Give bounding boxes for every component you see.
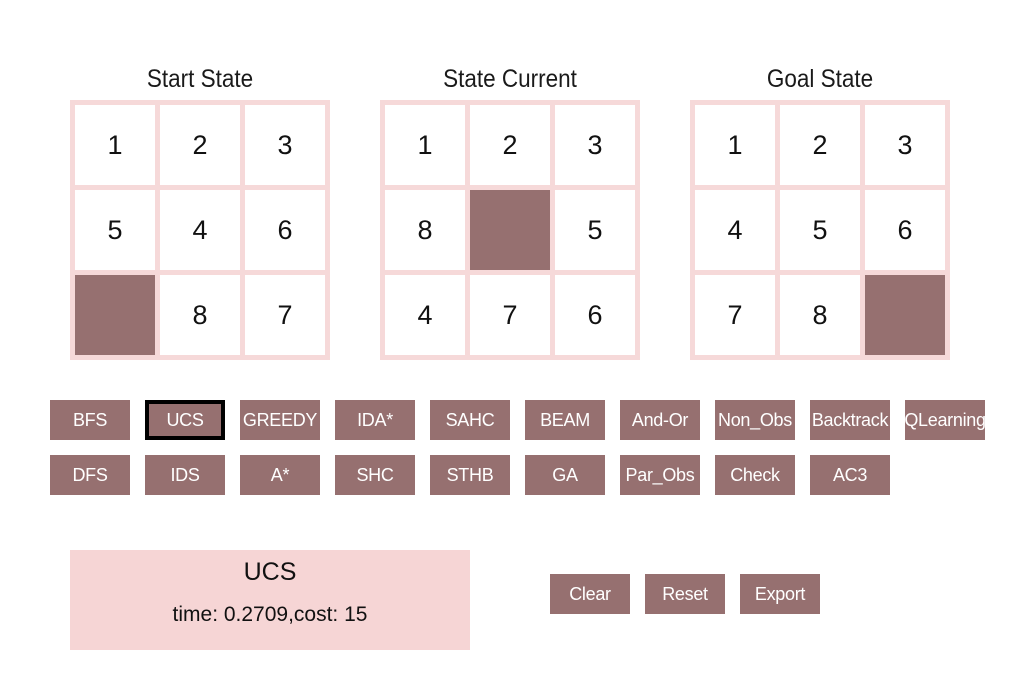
start-tile[interactable]: 2 <box>160 105 240 185</box>
goal-tile[interactable]: 8 <box>780 275 860 355</box>
algo-button-non-obs[interactable]: Non_Obs <box>715 400 795 440</box>
blank-tile <box>470 190 550 270</box>
algo-button-ga[interactable]: GA <box>525 455 605 495</box>
algo-button-ac3[interactable]: AC3 <box>810 455 890 495</box>
clear-button[interactable]: Clear <box>550 574 630 614</box>
algo-button-greedy[interactable]: GREEDY <box>240 400 320 440</box>
current-tile: 7 <box>470 275 550 355</box>
current-state-board: 1 2 3 8 5 4 7 6 <box>380 100 640 360</box>
algo-button-beam[interactable]: BEAM <box>525 400 605 440</box>
goal-tile[interactable]: 5 <box>780 190 860 270</box>
current-state-title: State Current <box>443 65 577 93</box>
export-button[interactable]: Export <box>740 574 820 614</box>
start-tile[interactable]: 1 <box>75 105 155 185</box>
algo-button-backtrack[interactable]: Backtrack <box>810 400 890 440</box>
blank-tile[interactable] <box>865 275 945 355</box>
current-tile: 2 <box>470 105 550 185</box>
algo-button-a-star[interactable]: A* <box>240 455 320 495</box>
current-tile: 4 <box>385 275 465 355</box>
goal-tile[interactable]: 4 <box>695 190 775 270</box>
algo-button-dfs[interactable]: DFS <box>50 455 130 495</box>
algo-button-ids[interactable]: IDS <box>145 455 225 495</box>
start-tile[interactable]: 7 <box>245 275 325 355</box>
algo-button-bfs[interactable]: BFS <box>50 400 130 440</box>
start-state-board: 1 2 3 5 4 6 8 7 <box>70 100 330 360</box>
algo-button-check[interactable]: Check <box>715 455 795 495</box>
algo-button-ida-star[interactable]: IDA* <box>335 400 415 440</box>
start-tile[interactable]: 8 <box>160 275 240 355</box>
algo-button-and-or[interactable]: And-Or <box>620 400 700 440</box>
goal-tile[interactable]: 7 <box>695 275 775 355</box>
algo-button-sahc[interactable]: SAHC <box>430 400 510 440</box>
current-tile: 6 <box>555 275 635 355</box>
start-state-title: Start State <box>146 65 254 93</box>
goal-tile[interactable]: 6 <box>865 190 945 270</box>
algo-button-sthb[interactable]: STHB <box>430 455 510 495</box>
goal-tile[interactable]: 2 <box>780 105 860 185</box>
goal-tile[interactable]: 1 <box>695 105 775 185</box>
blank-tile[interactable] <box>75 275 155 355</box>
current-tile: 1 <box>385 105 465 185</box>
reset-button[interactable]: Reset <box>645 574 725 614</box>
current-tile: 5 <box>555 190 635 270</box>
result-panel: UCS time: 0.2709,cost: 15 <box>70 550 470 650</box>
start-tile[interactable]: 4 <box>160 190 240 270</box>
result-stats: time: 0.2709,cost: 15 <box>172 603 368 626</box>
start-tile[interactable]: 6 <box>245 190 325 270</box>
goal-state-board: 1 2 3 4 5 6 7 8 <box>690 100 950 360</box>
goal-tile[interactable]: 3 <box>865 105 945 185</box>
result-algorithm-name: UCS <box>243 558 297 586</box>
current-tile: 3 <box>555 105 635 185</box>
algo-button-shc[interactable]: SHC <box>335 455 415 495</box>
algo-button-par-obs[interactable]: Par_Obs <box>620 455 700 495</box>
current-tile: 8 <box>385 190 465 270</box>
start-tile[interactable]: 3 <box>245 105 325 185</box>
algo-button-ucs[interactable]: UCS <box>145 400 225 440</box>
start-tile[interactable]: 5 <box>75 190 155 270</box>
algo-button-qlearning[interactable]: QLearning <box>904 400 986 440</box>
goal-state-title: Goal State <box>766 65 874 93</box>
